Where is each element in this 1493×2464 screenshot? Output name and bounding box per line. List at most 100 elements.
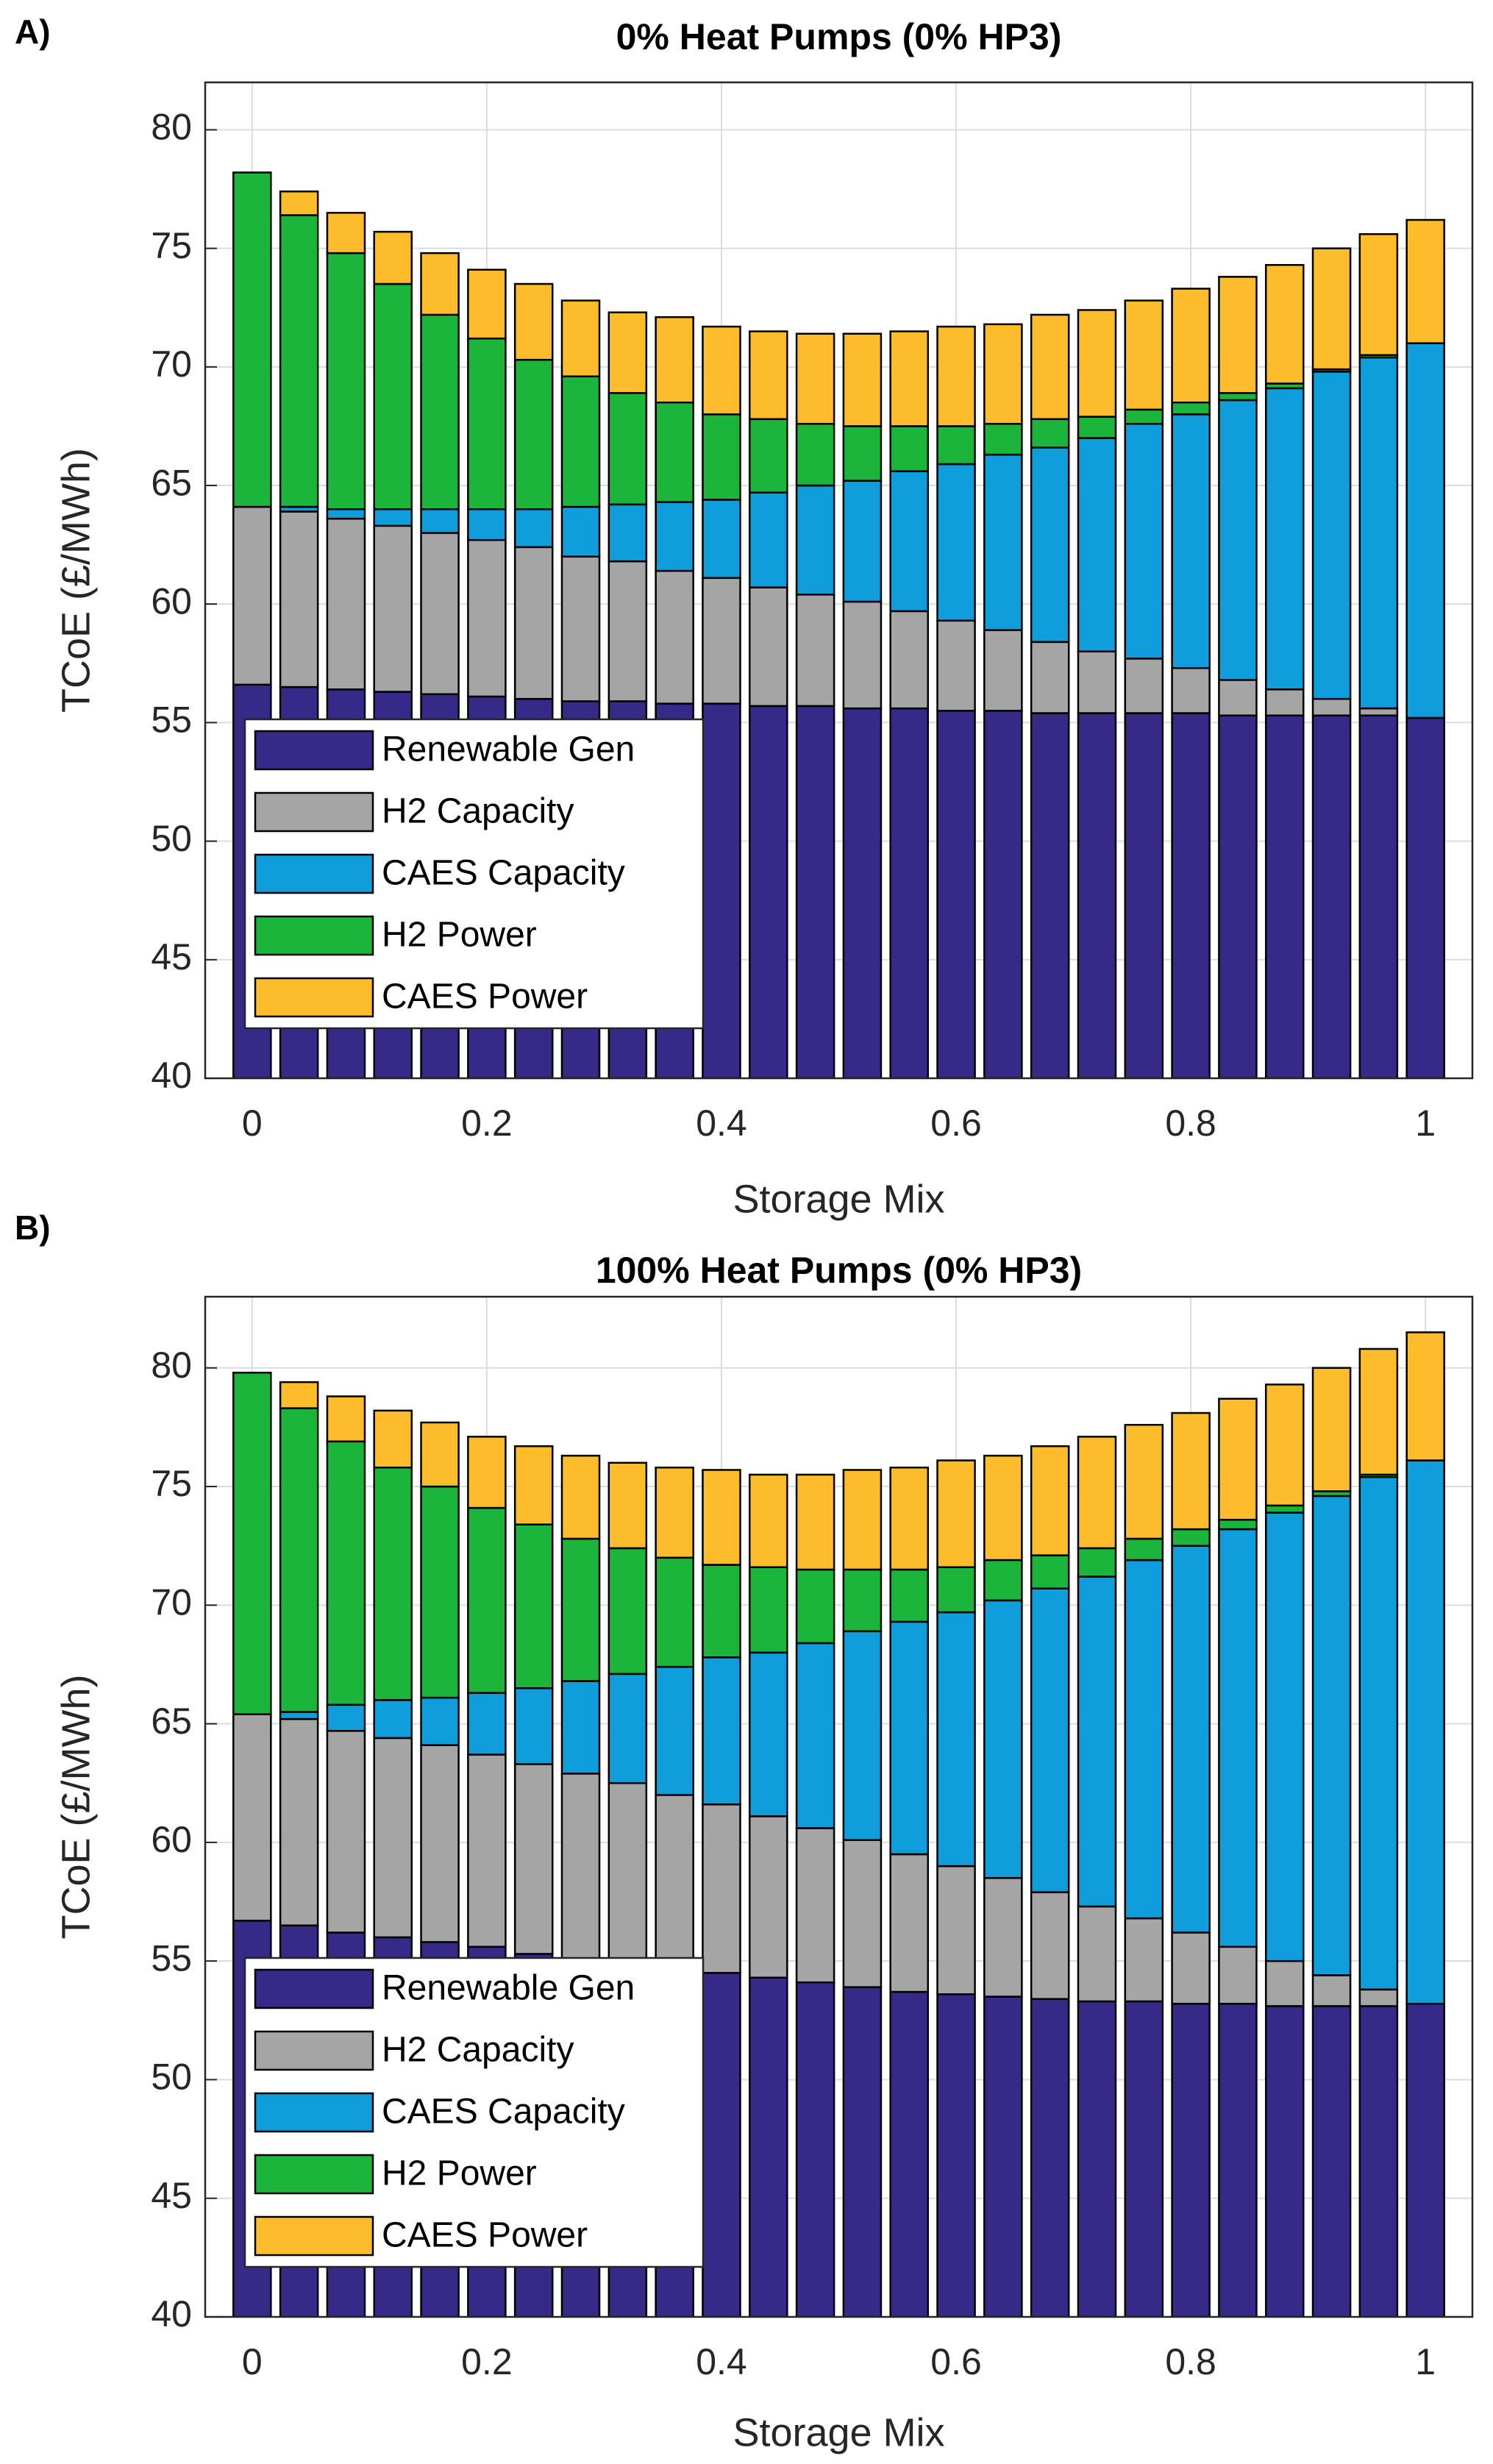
bar-segment: [655, 1794, 694, 1970]
bar-segment: [842, 600, 883, 710]
bar-segment: [795, 332, 835, 425]
bar-segment: [420, 1744, 460, 1943]
bar-segment: [1077, 712, 1117, 1078]
bar-segment: [983, 1454, 1023, 1562]
bar-segment: [749, 1651, 788, 1817]
bar-segment: [1358, 1475, 1399, 1991]
bar-segment: [513, 1763, 554, 1955]
bar-segment: [889, 1620, 929, 1856]
bar-segment: [373, 524, 413, 693]
bar-segment: [1124, 408, 1164, 425]
bar-segment: [983, 1995, 1023, 2317]
bar-segment: [420, 532, 460, 695]
bar-segment: [1264, 714, 1305, 1078]
bar-segment: [607, 311, 648, 394]
bar-segment: [279, 214, 319, 508]
bar-segment: [326, 252, 366, 510]
bar-segment: [560, 505, 601, 558]
bar-segment: [1264, 263, 1305, 385]
bar-segment: [749, 586, 788, 708]
bar-segment: [749, 1815, 788, 1979]
bar-segment: [702, 1469, 741, 1566]
bar-segment: [983, 710, 1023, 1078]
bar-segment: [1264, 1511, 1305, 1962]
bar-segment: [373, 230, 413, 285]
bar-segment: [749, 1566, 788, 1654]
bar-segment: [1124, 1917, 1164, 2003]
x-tick-label: 0.6: [930, 2341, 982, 2382]
x-tick-label: 0.4: [696, 1103, 747, 1144]
bar-segment: [795, 705, 835, 1078]
bar-segment: [607, 560, 648, 702]
bar-segment: [560, 1537, 601, 1682]
bar-segment: [889, 1990, 929, 2317]
legend-label: CAES Capacity: [382, 854, 625, 893]
bar-segment: [1218, 399, 1258, 681]
bar-segment: [889, 1853, 929, 1993]
bar-segment: [1030, 418, 1070, 449]
bar-segment: [1311, 247, 1352, 371]
bar-segment: [513, 282, 554, 361]
bar-segment: [655, 1665, 694, 1796]
legend-label: CAES Power: [382, 2216, 588, 2255]
bar-segment: [607, 1781, 648, 1965]
chart: A) 0% Heat Pumps (0% HP3) Storage Mix TCoE …: [15, 13, 1474, 1221]
bar-segment: [420, 1696, 460, 1746]
bar-segment: [560, 1773, 601, 1960]
bar-segment: [1405, 218, 1445, 344]
bar-segment: [1405, 342, 1445, 719]
legend-swatch: [254, 915, 374, 956]
bar-segment: [936, 325, 976, 427]
bar-segment: [373, 508, 413, 527]
bar-segment: [560, 1680, 601, 1775]
bar-segment: [889, 470, 929, 613]
bar-segment: [842, 1630, 883, 1841]
bar-segment: [749, 330, 788, 421]
chart: B) 100% Heat Pumps (0% HP3) Storage Mix TCo…: [15, 1208, 1474, 2454]
bar-segment: [607, 1461, 648, 1550]
bar-segment: [373, 1409, 413, 1469]
panel-label: B): [15, 1208, 51, 1247]
y-tick-label: 65: [151, 1701, 192, 1742]
y-tick-label: 60: [151, 580, 192, 622]
bar-segment: [1077, 416, 1117, 439]
y-axis-label: TCoE (£/MWh): [54, 1674, 98, 1939]
bar-segment: [279, 1381, 319, 1409]
bar-segment: [842, 1568, 883, 1633]
bar-segment: [1124, 712, 1164, 1078]
bar-segment: [560, 299, 601, 378]
axes-box: [204, 1295, 1474, 2318]
bar-segment: [1030, 313, 1070, 421]
legend-swatch: [254, 2092, 374, 2133]
bar-segment: [1218, 1528, 1258, 1948]
bar-segment: [467, 1753, 507, 1948]
bar-segment: [1171, 2002, 1211, 2317]
bar-segment: [1030, 641, 1070, 714]
bar-segment: [702, 499, 741, 580]
bar-segment: [279, 1711, 319, 1720]
y-tick-label: 45: [151, 936, 192, 978]
y-tick-label: 75: [151, 225, 192, 266]
bar-segment: [326, 1730, 366, 1934]
bar-segment: [795, 594, 835, 708]
bar-segment: [1124, 2000, 1164, 2317]
bar-segment: [1124, 1559, 1164, 1920]
bar-segment: [936, 1566, 976, 1614]
bar-segment: [1264, 387, 1305, 691]
bar-segment: [232, 1371, 272, 1715]
y-tick-label: 55: [151, 1937, 192, 1979]
x-axis-label: Storage Mix: [733, 2410, 944, 2454]
bar-segment: [1358, 714, 1399, 1078]
bar-segment: [702, 325, 741, 416]
bar-segment: [795, 484, 835, 596]
bar-segment: [1311, 1495, 1352, 1976]
bar-segment: [1218, 392, 1258, 402]
bar-segment: [1405, 1331, 1445, 1461]
legend-swatch: [254, 791, 374, 833]
bar-segment: [1030, 1998, 1070, 2317]
bar-segment: [1030, 712, 1070, 1078]
bar-segment: [983, 422, 1023, 456]
bar-segment: [1405, 2002, 1445, 2317]
bar-segment: [513, 1445, 554, 1525]
